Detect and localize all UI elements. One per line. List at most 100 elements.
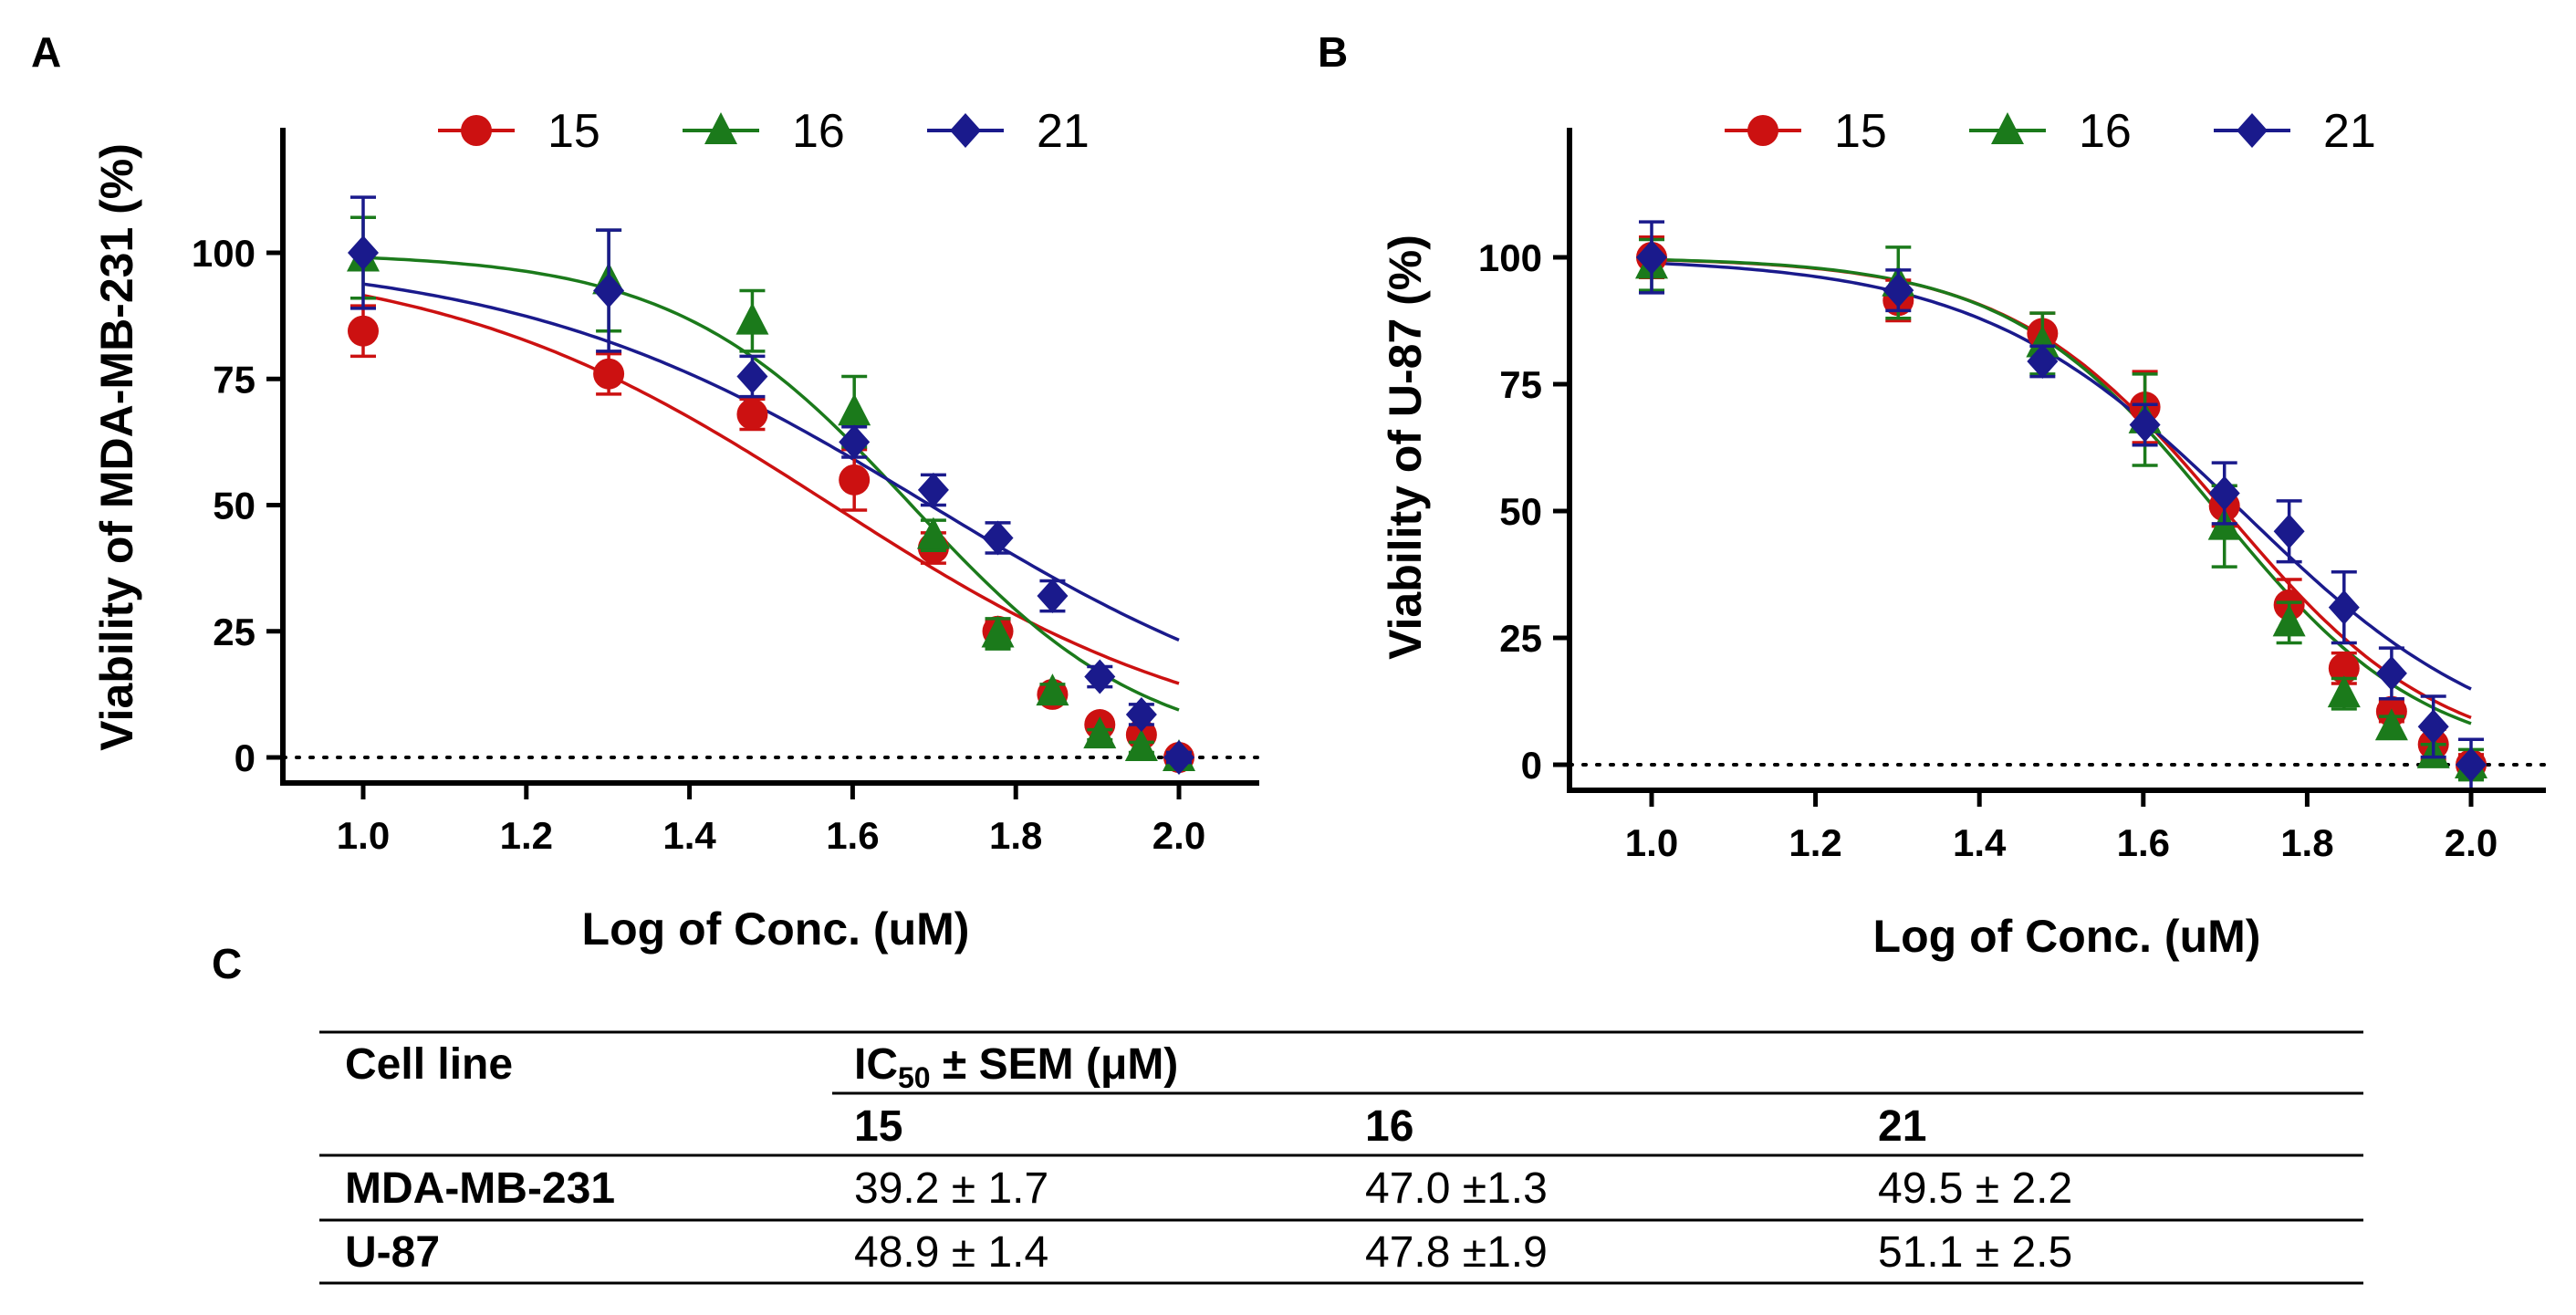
chart-b-fit-curve-15: [1651, 257, 2472, 720]
chart-a-y-tick-label: 25: [213, 611, 256, 653]
chart-a-legend-marker-16: [704, 112, 737, 144]
chart-b-x-tick-label: 1.6: [2117, 821, 2170, 864]
chart-a-x-tick-label: 2.0: [1152, 814, 1205, 857]
chart-a-x-tick-label: 1.0: [337, 814, 390, 857]
chart-a-point-15: [839, 464, 871, 496]
chart-a-fit-curve-16: [362, 256, 1180, 712]
chart-b-y-tick-label: 50: [1499, 490, 1542, 533]
chart-b-x-axis-label: Log of Conc. (uM): [1873, 911, 2261, 962]
table-cell-mda-16: 47.0 ±1.3: [1365, 1164, 1548, 1213]
table-row-label-u-87: U-87: [345, 1228, 440, 1277]
chart-b-legend: 15 16 21: [1725, 105, 2376, 158]
chart-a-legend-marker-15: [461, 115, 492, 146]
chart-b-fit-curves: [1651, 257, 2472, 725]
table-col-21: 21: [1878, 1102, 1926, 1151]
chart-a-point-21: [348, 235, 379, 270]
chart-b-point-16: [2374, 708, 2408, 741]
chart-b-point-21: [1636, 240, 1667, 275]
ic50-table: Cell line IC50 ± SEM (μM) 15 16 21 MDA-M…: [319, 1030, 2363, 1285]
chart-a-y-axis-label: Viability of MDA-MB-231 (%): [91, 143, 142, 751]
chart-a-axes: [280, 128, 1259, 786]
table-row-label-mda-mb-231: MDA-MB-231: [345, 1164, 615, 1213]
chart-b-data-points: [1635, 220, 2487, 792]
chart-b-point-21: [2129, 407, 2161, 443]
chart-b-fit-curve-16: [1651, 257, 2472, 725]
panel-label-a: A: [31, 28, 61, 76]
chart-a-x-axis-label: Log of Conc. (uM): [582, 903, 970, 955]
chart-a-legend-label-15: 15: [548, 105, 600, 158]
chart-a-legend-label-21: 21: [1037, 105, 1090, 158]
chart-a-point-21: [1125, 696, 1157, 732]
chart-b-legend-marker-15: [1747, 115, 1778, 146]
chart-a-point-16: [981, 615, 1015, 648]
chart-a-fit-curve-21: [362, 282, 1180, 642]
chart-a-y-tick-label: 75: [213, 358, 256, 401]
chart-b-legend-label-21: 21: [2323, 105, 2376, 158]
chart-b-point-21: [2417, 709, 2449, 745]
table-header-ic50-prefix: IC: [854, 1040, 898, 1089]
chart-b-x-tick-label: 1.8: [2280, 821, 2333, 864]
chart-a-point-15: [736, 398, 768, 430]
table-header-ic50-subscript: 50: [898, 1061, 931, 1094]
table-cell-u87-16: 47.8 ±1.9: [1365, 1228, 1548, 1277]
table-header-ic50-suffix: ± SEM (μM): [931, 1040, 1179, 1089]
chart-a-y-tick-label: 100: [192, 232, 256, 275]
chart-a-viability-mda-mb-231: 1.0 1.2 1.4 1.6 1.8 2.0 0 25 50 75 100 15 16 21 Log …: [91, 105, 1261, 955]
chart-b-y-tick-label: 25: [1499, 617, 1542, 660]
chart-b-point-16: [2026, 325, 2060, 358]
chart-b-point-16: [2327, 675, 2361, 708]
chart-a-y-tick-label: 0: [235, 736, 256, 779]
chart-a-x-tick-label: 1.2: [500, 814, 553, 857]
chart-a-point-21: [1163, 740, 1194, 775]
chart-b-legend-marker-21: [2237, 113, 2268, 148]
chart-b-y-axis-label: Viability of U-87 (%): [1380, 235, 1431, 660]
chart-b-legend-label-15: 15: [1834, 105, 1887, 158]
chart-b-legend-marker-16: [1991, 112, 2024, 144]
chart-b-point-21: [2328, 590, 2360, 625]
chart-a-point-15: [593, 358, 625, 390]
chart-a-x-tick-label: 1.4: [662, 814, 716, 857]
chart-a-legend-marker-21: [950, 113, 981, 148]
chart-a-point-21: [839, 424, 871, 460]
chart-b-point-21: [1882, 273, 1914, 308]
chart-b-fit-curve-21: [1651, 261, 2472, 691]
chart-a-y-tick-label: 50: [213, 485, 256, 527]
chart-a-fit-curve-15: [362, 293, 1180, 685]
table-col-16: 16: [1365, 1102, 1413, 1151]
chart-a-data-points: [347, 195, 1195, 775]
chart-b-x-tick-label: 1.2: [1789, 821, 1841, 864]
chart-a-point-16: [1124, 728, 1158, 761]
chart-b-point-21: [2208, 475, 2240, 511]
chart-b-point-21: [2027, 343, 2059, 379]
chart-b-legend-label-16: 16: [2079, 105, 2132, 158]
chart-b-axes: [1567, 128, 2546, 793]
chart-b-point-21: [2273, 514, 2305, 549]
chart-b-point-16: [2272, 604, 2306, 637]
chart-b-x-tick-label: 1.0: [1625, 821, 1678, 864]
chart-b-y-tick-label: 100: [1478, 236, 1542, 279]
chart-b-viability-u-87: 1.0 1.2 1.4 1.6 1.8 2.0 0 25 50 75 100 15 16 21 Log …: [1380, 105, 2548, 962]
chart-b-point-21: [2456, 747, 2487, 782]
chart-b-x-tick-label: 2.0: [2445, 821, 2498, 864]
chart-b-point-15: [2328, 652, 2360, 684]
chart-b-ticks: 1.0 1.2 1.4 1.6 1.8 2.0 0 25 50 75 100: [1478, 236, 2498, 864]
chart-a-x-tick-label: 1.8: [989, 814, 1042, 857]
chart-a-fit-curves: [362, 256, 1180, 712]
chart-a-point-16: [916, 517, 950, 549]
chart-b-y-tick-label: 75: [1499, 363, 1542, 406]
table-cell-u87-15: 48.9 ± 1.4: [854, 1228, 1048, 1277]
chart-a-point-15: [348, 315, 379, 347]
chart-a-point-16: [1083, 716, 1117, 749]
chart-a-point-21: [917, 472, 949, 507]
panel-label-b: B: [1318, 28, 1348, 76]
chart-a-legend: 15 16 21: [438, 105, 1090, 158]
chart-a-point-21: [1037, 579, 1069, 614]
table-cell-u87-21: 51.1 ± 2.5: [1878, 1228, 2072, 1277]
chart-b-x-tick-label: 1.4: [1953, 821, 2007, 864]
table-header-cell-line: Cell line: [345, 1040, 513, 1089]
chart-a-point-21: [593, 273, 625, 308]
table-col-15: 15: [854, 1102, 902, 1151]
chart-b-point-21: [2375, 655, 2407, 691]
chart-a-legend-label-16: 16: [792, 105, 845, 158]
